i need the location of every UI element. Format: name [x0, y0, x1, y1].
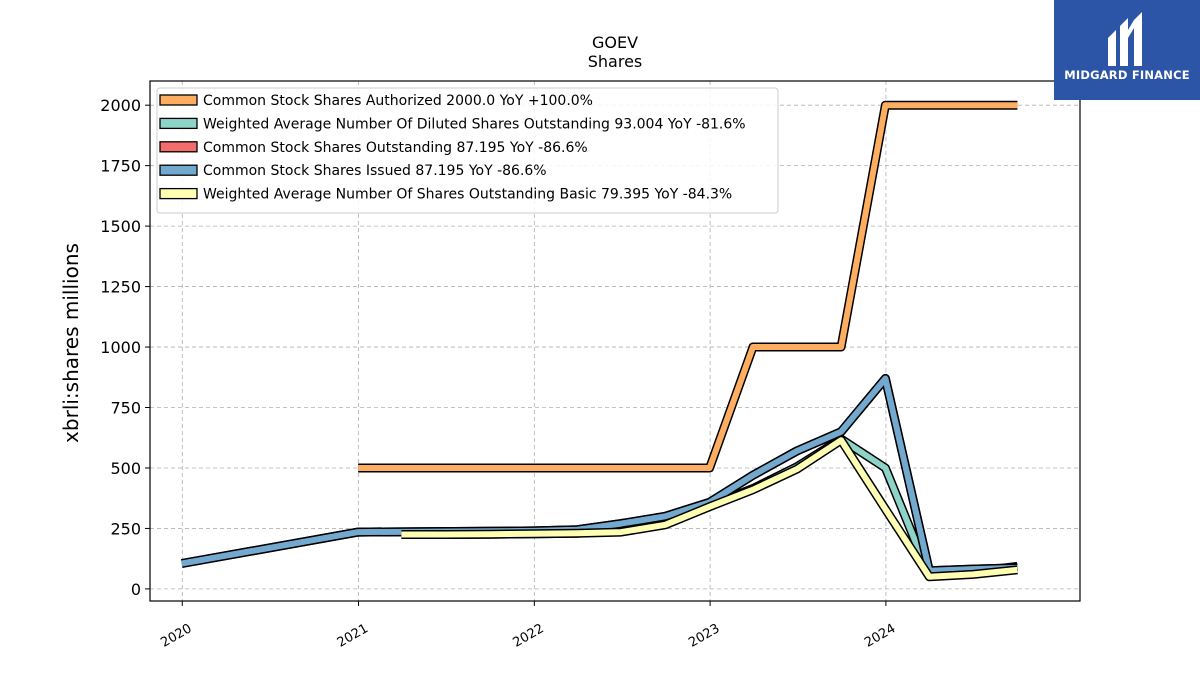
legend-swatch	[159, 141, 198, 153]
x-tick-label: 2022	[510, 621, 546, 651]
series-stroke	[358, 102, 1018, 471]
y-tick-label: 500	[110, 459, 141, 478]
y-tick-label: 0	[131, 580, 141, 599]
legend-swatch	[159, 94, 198, 106]
logo-text: MIDGARD FINANCE	[1064, 68, 1190, 82]
y-tick-label: 1500	[100, 217, 141, 236]
legend-swatch	[159, 117, 198, 130]
legend-label: Common Stock Shares Outstanding 87.195 Y…	[203, 140, 588, 156]
series-stroke	[401, 437, 1018, 580]
y-tick-label: 1250	[100, 278, 141, 297]
y-tick-label: 250	[110, 519, 141, 538]
y-tick-label: 1000	[100, 338, 141, 357]
legend-label: Weighted Average Number Of Diluted Share…	[203, 116, 746, 132]
legend-box	[156, 87, 779, 214]
x-tick-label: 2024	[862, 621, 898, 651]
series-line-5	[401, 435, 1018, 582]
legend-swatch	[159, 187, 198, 200]
legend-label: Common Stock Shares Issued 87.195 YoY -8…	[203, 163, 547, 179]
x-tick-label: 2020	[158, 621, 194, 651]
y-axis-label: xbrli:shares millions	[59, 243, 83, 443]
logo-mark-icon	[1108, 12, 1142, 66]
midgard-finance-logo: MIDGARD FINANCE	[1054, 0, 1200, 100]
legend-swatch	[159, 164, 198, 176]
y-tick-label: 1750	[100, 157, 141, 176]
series-lines	[181, 100, 1018, 582]
chart-subtitle: Shares	[588, 52, 643, 71]
y-tick-label: 750	[110, 399, 141, 418]
legend-label: Common Stock Shares Authorized 2000.0 Yo…	[203, 93, 593, 109]
series-line-1	[358, 100, 1018, 473]
axis-ticks: 0 250 500 750 1000 1250 1500 1750 2000 2020 2021 20…	[100, 96, 898, 651]
chart-title: GOEV	[592, 33, 638, 52]
y-tick-label: 2000	[100, 96, 141, 115]
legend: Common Stock Shares Authorized 2000.0 Yo…	[156, 87, 779, 214]
plot-area-frame	[149, 80, 1081, 602]
x-tick-label: 2023	[686, 621, 722, 651]
legend-label: Weighted Average Number Of Shares Outsta…	[203, 187, 732, 203]
x-tick-label: 2021	[335, 621, 371, 651]
